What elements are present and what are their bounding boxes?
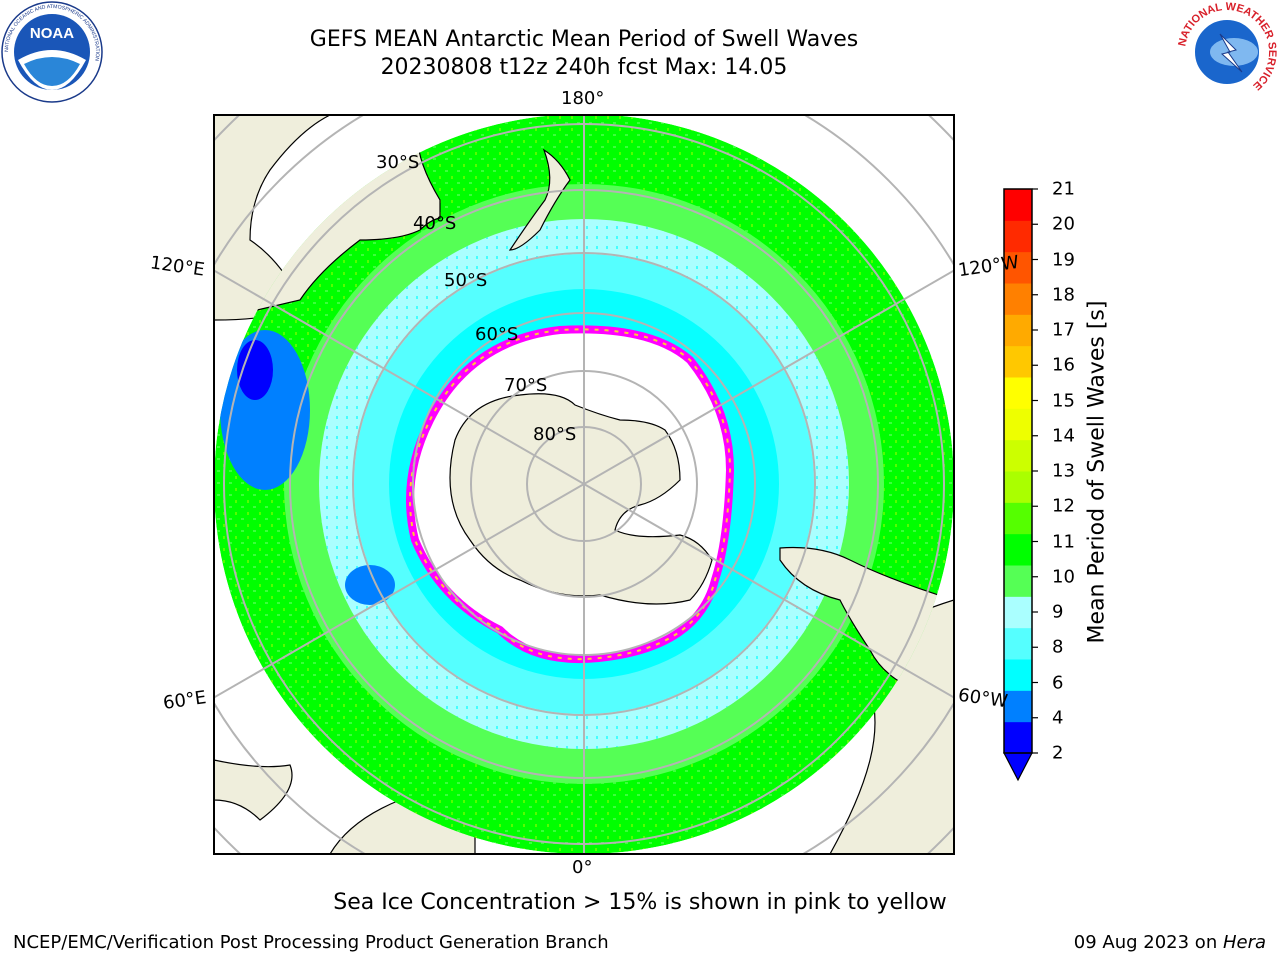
colorbar-swatch — [1004, 596, 1032, 629]
colorbar-tick-label: 6 — [1052, 672, 1064, 693]
colorbar-swatch — [1004, 627, 1032, 660]
colorbar-swatch — [1004, 189, 1032, 221]
colorbar-swatch — [1004, 565, 1032, 597]
colorbar-swatch — [1004, 471, 1032, 503]
noaa-logo-text: NOAA — [30, 25, 74, 42]
colorbar-frame — [1003, 188, 1033, 754]
colorbar-swatch — [1004, 439, 1032, 472]
colorbar-tick-label: 20 — [1052, 213, 1075, 235]
chart-title: GEFS MEAN Antarctic Mean Period of Swell… — [309, 27, 859, 52]
lat-label-30s: 30°S — [376, 152, 420, 173]
lon-label-0: 0° — [572, 857, 593, 878]
nws-logo: NATIONAL WEATHER SERVICE — [1176, 1, 1278, 101]
colorbar-swatch — [1004, 251, 1032, 284]
lat-label-40s: 40°S — [413, 213, 457, 234]
land-outside-domain — [214, 115, 954, 854]
colorbar-swatch — [1004, 690, 1032, 723]
colorbar-tick-label: 18 — [1052, 284, 1075, 306]
colorbar-tick-label: 8 — [1052, 636, 1064, 658]
colorbar-swatch — [1004, 502, 1032, 535]
colorbar-tick-label: 14 — [1052, 425, 1075, 447]
map-frame — [213, 114, 955, 855]
colorbar-swatch — [1004, 283, 1032, 315]
colorbar-swatch — [1004, 314, 1032, 347]
footer-credit: NCEP/EMC/Verification Post Processing Pr… — [13, 932, 609, 953]
colorbar-label: Mean Period of Swell Waves [s] — [1084, 300, 1110, 644]
lat-label-70s: 70°S — [504, 375, 548, 396]
chart-subtitle: 20230808 t12z 240h fcst Max: 14.05 — [380, 55, 788, 80]
lat-label-60s: 60°S — [475, 324, 519, 345]
colorbar-tick-label: 15 — [1052, 390, 1075, 411]
colorbar-under-triangle — [1003, 752, 1033, 782]
colorbar-tick-label: 4 — [1052, 707, 1064, 729]
colorbar-swatch — [1004, 533, 1032, 566]
colorbar-tick-label: 2 — [1052, 742, 1064, 764]
footer-date: 09 Aug 2023 on Hera — [1074, 932, 1266, 953]
colorbar-tick-label: 12 — [1052, 495, 1075, 517]
colorbar-tick-label: 19 — [1052, 249, 1075, 270]
colorbar-swatch — [1004, 721, 1032, 754]
colorbar-tick-label: 11 — [1052, 531, 1075, 552]
colorbar-swatch — [1004, 408, 1032, 441]
sea-ice-note: Sea Ice Concentration > 15% is shown in … — [333, 890, 947, 915]
colorbar-swatch — [1004, 377, 1032, 409]
colorbar-tick-label: 9 — [1052, 601, 1064, 623]
lon-label-180: 180° — [561, 88, 605, 109]
colorbar-swatch — [1004, 345, 1032, 378]
colorbar-swatch — [1004, 659, 1032, 691]
lat-label-80s: 80°S — [533, 424, 577, 445]
colorbar — [1004, 188, 1038, 754]
colorbar-tick-label: 10 — [1052, 566, 1075, 588]
colorbar-tick-label: 17 — [1052, 319, 1075, 341]
colorbar-tick-label: 21 — [1052, 178, 1075, 200]
antarctica — [449, 393, 713, 605]
colorbar-tick-label: 16 — [1052, 354, 1075, 376]
graticule — [214, 115, 954, 854]
colorbar-swatch — [1004, 220, 1032, 253]
noaa-logo: NOAA NATIONAL OCEANIC AND ATMOSPHERIC AD… — [1, 1, 103, 103]
colorbar-tick-label: 13 — [1052, 460, 1075, 482]
lat-label-50s: 50°S — [444, 270, 488, 291]
footer-date-text: 09 Aug 2023 on — [1073, 932, 1223, 953]
footer-host: Hera — [1222, 932, 1266, 953]
